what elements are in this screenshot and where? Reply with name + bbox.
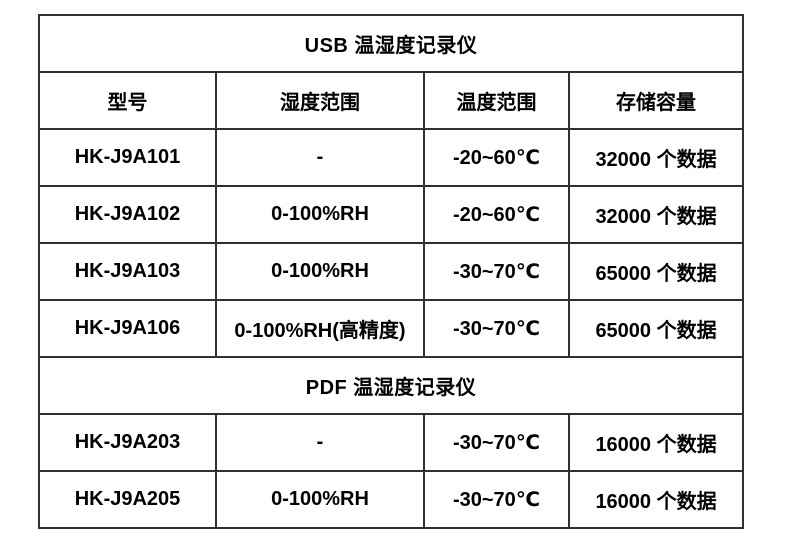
table-row: HK-J9A101 - -20~60℃ 32000 个数据	[38, 128, 745, 187]
cell-storage-capacity: 32000 个数据	[567, 128, 745, 187]
column-header-model: 型号	[38, 71, 217, 130]
cell-model: HK-J9A205	[38, 470, 217, 529]
cell-humidity-range: 0-100%RH(高精度)	[215, 299, 425, 358]
cell-temperature-range: -30~70℃	[423, 413, 570, 472]
cell-storage-capacity: 65000 个数据	[567, 242, 745, 301]
section-title-usb: USB 温湿度记录仪	[37, 14, 745, 73]
cell-model: HK-J9A102	[38, 185, 217, 244]
table-row: HK-J9A103 0-100%RH -30~70℃ 65000 个数据	[38, 242, 745, 301]
cell-humidity-range: 0-100%RH	[215, 470, 425, 529]
table-row: HK-J9A102 0-100%RH -20~60℃ 32000 个数据	[38, 185, 745, 244]
cell-model: HK-J9A203	[38, 413, 217, 472]
cell-storage-capacity: 16000 个数据	[567, 413, 745, 472]
table-row: HK-J9A203 - -30~70℃ 16000 个数据	[38, 413, 745, 472]
section-title-pdf: PDF 温湿度记录仪	[37, 356, 745, 415]
cell-temperature-range: -20~60℃	[423, 128, 570, 187]
cell-storage-capacity: 16000 个数据	[567, 470, 745, 529]
section-title-row-usb: USB 温湿度记录仪	[37, 14, 745, 73]
cell-humidity-range: -	[215, 128, 425, 187]
product-spec-table: USB 温湿度记录仪 型号 湿度范围 温度范围 存储容量 HK-J9A101 -…	[37, 14, 745, 529]
cell-temperature-range: -30~70℃	[423, 242, 570, 301]
cell-humidity-range: 0-100%RH	[215, 185, 425, 244]
cell-model: HK-J9A106	[38, 299, 217, 358]
cell-temperature-range: -30~70℃	[423, 470, 570, 529]
cell-humidity-range: 0-100%RH	[215, 242, 425, 301]
cell-temperature-range: -20~60℃	[423, 185, 570, 244]
cell-model: HK-J9A103	[38, 242, 217, 301]
cell-storage-capacity: 32000 个数据	[567, 185, 745, 244]
table-row: HK-J9A205 0-100%RH -30~70℃ 16000 个数据	[38, 470, 745, 529]
header-row: 型号 湿度范围 温度范围 存储容量	[38, 71, 745, 130]
column-header-storage-capacity: 存储容量	[567, 71, 745, 130]
column-header-humidity-range: 湿度范围	[215, 71, 425, 130]
cell-storage-capacity: 65000 个数据	[567, 299, 745, 358]
column-header-temperature-range: 温度范围	[423, 71, 570, 130]
section-title-row-pdf: PDF 温湿度记录仪	[37, 356, 745, 415]
cell-temperature-range: -30~70℃	[423, 299, 570, 358]
cell-model: HK-J9A101	[38, 128, 217, 187]
table-row: HK-J9A106 0-100%RH(高精度) -30~70℃ 65000 个数…	[38, 299, 745, 358]
cell-humidity-range: -	[215, 413, 425, 472]
